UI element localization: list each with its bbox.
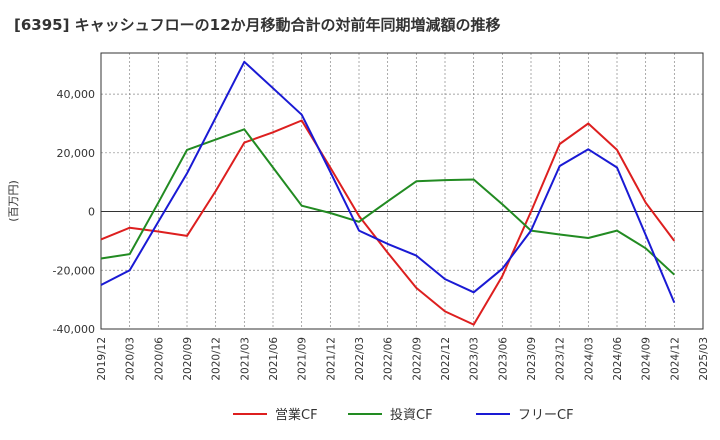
legend: 営業CF 投資CF フリーCF: [233, 407, 574, 423]
chart-title: [6395] キャッシュフローの12か月移動合計の対前年同期増減額の推移: [14, 16, 501, 34]
y-tick-label: -40,000: [53, 323, 95, 336]
x-tick-label: 2022/09: [411, 337, 423, 381]
series-line-2: [100, 128, 675, 276]
x-tick-label: 2024/06: [612, 337, 624, 381]
series-line-3: [100, 60, 676, 303]
x-tick-label: 2021/09: [297, 337, 309, 381]
series-line-1: [100, 119, 676, 326]
y-tick-label: 0: [88, 206, 95, 219]
x-tick-label: 2021/12: [325, 337, 337, 381]
plot-frame: [100, 52, 704, 330]
x-tick-label: 2020/06: [153, 337, 165, 381]
x-tick-label: 2022/03: [354, 337, 366, 381]
x-tick-label: 2024/03: [583, 337, 595, 381]
x-tick-label: 2025/03: [698, 337, 710, 381]
axes: [100, 52, 704, 330]
y-tick-label: -20,000: [53, 264, 95, 277]
x-tick-label: 2021/03: [239, 337, 251, 381]
x-tick-label: 2019/12: [96, 337, 108, 381]
x-tick-label: 2023/09: [526, 337, 538, 381]
x-tick-label: 2021/06: [268, 337, 280, 381]
x-tick-label: 2020/09: [182, 337, 194, 381]
x-tick-label: 2023/12: [555, 337, 567, 381]
x-tick-label: 2020/12: [211, 337, 223, 381]
x-tick-label: 2020/03: [125, 337, 137, 381]
legend-label-3: フリーCF: [518, 408, 574, 423]
y-tick-labels: -40,000 -20,000 0 20,000 40,000: [53, 88, 95, 336]
x-tick-label: 2023/06: [497, 337, 509, 381]
x-tick-label: 2024/09: [641, 337, 653, 381]
x-tick-labels: 2019/12 2020/03 2020/06 2020/09 2020/12 2021/…: [96, 337, 710, 381]
legend-label-1: 営業CF: [275, 407, 318, 423]
series-lines: [100, 60, 676, 326]
x-tick-label: 2024/12: [669, 337, 681, 381]
legend-label-2: 投資CF: [390, 407, 433, 423]
y-tick-label: 40,000: [57, 88, 96, 101]
x-tick-label: 2022/06: [383, 337, 395, 381]
x-tick-label: 2023/03: [469, 337, 481, 381]
x-tick-label: 2022/12: [440, 337, 452, 381]
y-tick-label: 20,000: [57, 147, 96, 160]
y-axis-label: (百万円): [7, 180, 20, 222]
